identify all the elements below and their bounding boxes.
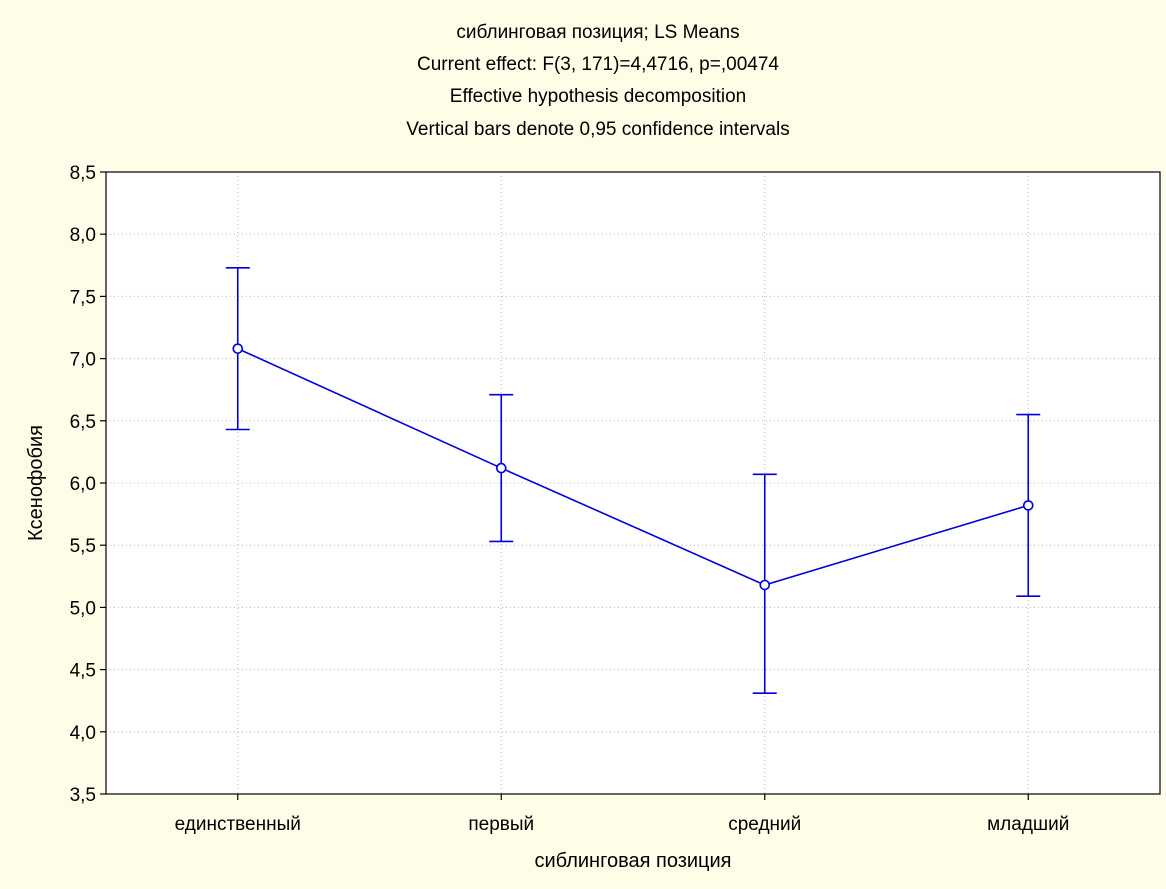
title-line-2: Current effect: F(3, 171)=4,4716, p=,004… [417, 54, 779, 75]
y-tick-label-1: 4,0 [70, 723, 96, 744]
y-tick-label-3: 5,0 [70, 598, 96, 619]
y-tick-label-0: 3,5 [70, 785, 96, 806]
y-tick-label-4: 5,5 [70, 536, 96, 557]
y-tick-label-7: 7,0 [70, 350, 96, 371]
x-tick-label-1: первый [468, 814, 534, 835]
y-tick-label-8: 7,5 [70, 287, 96, 308]
series-line-0 [237, 347, 1029, 586]
x-axis-title: сиблинговая позиция [534, 850, 731, 872]
plot-area [106, 172, 1160, 794]
x-tick-label-2: средний [728, 814, 801, 835]
y-tick-label-6: 6,5 [70, 412, 96, 433]
title-line-3: Effective hypothesis decomposition [450, 86, 746, 107]
x-tick-label-3: младший [987, 814, 1069, 835]
series-line-group [225, 266, 1041, 695]
data-point-1 [495, 462, 507, 474]
y-axis-ticks: 3,5 4,0 4,5 5,0 5,5 6,0 6,5 7,0 7,5 8,0 8,5 [70, 163, 106, 806]
chart-title: сиблинговая позиция; LS Means Current ef… [406, 22, 789, 140]
y-axis-title: Ксенофобия [25, 425, 47, 541]
data-point-3 [1022, 500, 1034, 511]
title-line-4: Vertical bars denote 0,95 confidence int… [406, 119, 789, 140]
x-axis-ticks: единственный первый средний младший [175, 794, 1069, 835]
y-tick-label-10: 8,5 [70, 163, 96, 184]
data-point-2 [759, 579, 771, 591]
data-point-0 [232, 343, 244, 354]
y-tick-label-2: 4,5 [70, 661, 96, 682]
y-tick-label-9: 8,0 [70, 225, 96, 246]
x-tick-label-0: единственный [175, 814, 301, 835]
title-line-1: сиблинговая позиция; LS Means [456, 22, 739, 43]
y-tick-label-5: 6,0 [70, 474, 96, 495]
